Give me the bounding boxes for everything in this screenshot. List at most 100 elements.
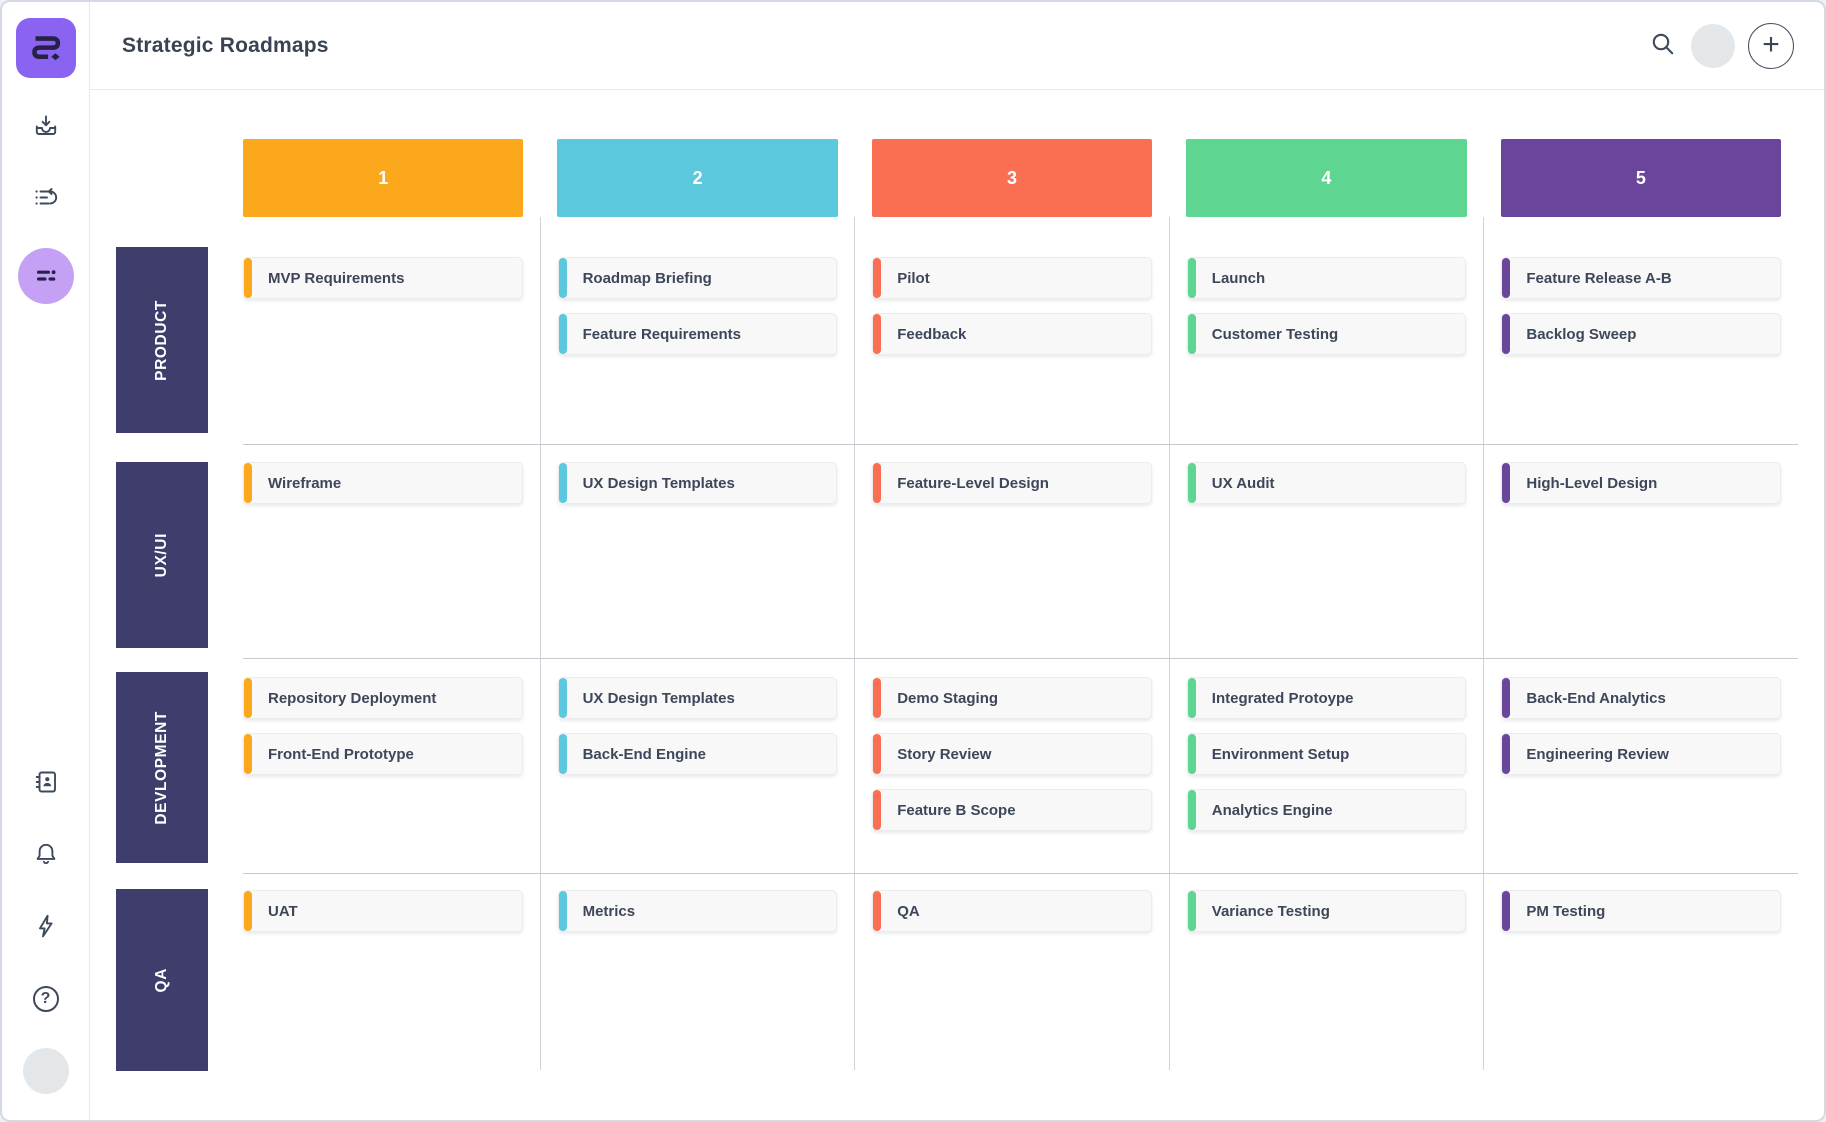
sidebar-item-import[interactable] <box>23 104 69 150</box>
sidebar-item-activity[interactable] <box>23 904 69 950</box>
column-header-1[interactable]: 1 <box>243 139 524 217</box>
item-accent-bar <box>558 678 567 718</box>
sidebar-item-backlog[interactable] <box>23 176 69 222</box>
roadmap-item-card[interactable]: Metrics <box>557 890 838 932</box>
roadmap-item-card[interactable]: Demo Staging <box>872 677 1152 719</box>
search-icon <box>1648 29 1678 62</box>
roadmap-item-card[interactable]: Backlog Sweep <box>1501 313 1781 355</box>
roadmap-item-card[interactable]: QA <box>872 890 1152 932</box>
board-cell: PM Testing <box>1483 873 1798 1070</box>
column-header-3[interactable]: 3 <box>871 139 1153 217</box>
item-title: Feedback <box>897 325 967 343</box>
board-cell: Repository Deployment Front-End Prototype <box>226 658 540 873</box>
roadmap-item-card[interactable]: Feature Release A-B <box>1501 257 1781 299</box>
app-logo[interactable] <box>15 18 76 78</box>
roadmap-item-card[interactable]: Engineering Review <box>1501 733 1781 775</box>
search-button[interactable] <box>1648 29 1678 62</box>
item-title: High-Level Design <box>1526 474 1658 492</box>
roadmap-item-card[interactable]: High-Level Design <box>1501 462 1781 504</box>
item-title: UX Audit <box>1211 474 1275 492</box>
row-cells: UAT Metrics QA Variance Testing PM Testing <box>226 873 1798 1070</box>
sidebar-item-roadmap-view[interactable] <box>17 248 74 304</box>
board-cell: High-Level Design <box>1483 444 1798 658</box>
swimlane-row: QA UAT Metrics QA Variance Testing PM Testing <box>116 873 1798 1071</box>
roadmap-item-card[interactable]: UAT <box>243 890 523 932</box>
roadmap-item-card[interactable]: UX Design Templates <box>557 462 838 504</box>
sidebar-item-contacts[interactable] <box>23 760 69 806</box>
roadmap-item-card[interactable]: Launch <box>1186 257 1467 299</box>
column-header-label: 3 <box>1007 167 1018 188</box>
roadmap-item-card[interactable]: UX Audit <box>1186 462 1467 504</box>
row-cells: Wireframe UX Design Templates Feature-Leve… <box>226 444 1798 658</box>
board-cell: UX Design Templates Back-End Engine <box>539 658 855 873</box>
user-avatar[interactable] <box>1691 23 1735 68</box>
item-accent-bar <box>873 314 882 354</box>
roadmap-item-card[interactable]: Repository Deployment <box>243 677 523 719</box>
row-label-text: PRODUCT <box>153 299 170 381</box>
sidebar-item-help[interactable]: ? <box>23 976 69 1022</box>
item-title: Front-End Prototype <box>268 745 414 763</box>
column-header-slot: 5 <box>1484 139 1798 217</box>
roadmap-item-card[interactable]: Feature B Scope <box>872 789 1152 831</box>
item-title: Feature-Level Design <box>897 474 1049 492</box>
board-cell: UAT <box>226 873 540 1070</box>
column-header-slot: 1 <box>226 139 540 217</box>
roadmap-item-card[interactable]: Back-End Analytics <box>1501 677 1781 719</box>
help-circle-icon: ? <box>32 986 59 1012</box>
item-accent-bar <box>1187 891 1196 931</box>
swimlane-row: DEVLOPMENT Repository Deployment Front-End… <box>116 658 1798 873</box>
lightning-icon <box>32 912 60 943</box>
item-accent-bar <box>1502 258 1511 298</box>
row-label-qa[interactable]: QA <box>116 889 208 1071</box>
roadmap-item-card[interactable]: Feedback <box>872 313 1152 355</box>
roadmap-item-card[interactable]: MVP Requirements <box>243 257 523 299</box>
roadmap-swimlane-board: 1 2 3 4 5 PRODUCT MVP Requirements Roadmap Brie… <box>116 139 1798 1120</box>
roadmap-item-card[interactable]: Back-End Engine <box>557 733 838 775</box>
roadmap-item-card[interactable]: Variance Testing <box>1186 890 1467 932</box>
item-accent-bar <box>1187 734 1196 774</box>
swimlane-row: UX/UI Wireframe UX Design Templates Feature… <box>116 444 1798 658</box>
item-accent-bar <box>1187 678 1196 718</box>
roadmap-item-card[interactable]: Feature Requirements <box>557 313 838 355</box>
roadmap-item-card[interactable]: Front-End Prototype <box>243 733 523 775</box>
sidebar-avatar[interactable] <box>22 1048 69 1094</box>
swimlane-icon <box>32 261 60 292</box>
row-label-ux-ui[interactable]: UX/UI <box>116 462 208 648</box>
column-header-5[interactable]: 5 <box>1500 139 1782 217</box>
roadmap-item-card[interactable]: Feature-Level Design <box>872 462 1152 504</box>
roadmap-item-card[interactable]: Roadmap Briefing <box>557 257 838 299</box>
sidebar-nav-bottom: ? <box>22 760 69 1120</box>
roadmap-item-card[interactable]: Integrated Protoype <box>1186 677 1467 719</box>
column-header-label: 4 <box>1321 167 1332 188</box>
item-accent-bar <box>873 463 882 503</box>
row-label-product[interactable]: PRODUCT <box>116 247 208 433</box>
sidebar-nav-top <box>17 104 74 304</box>
board-cell: UX Audit <box>1168 444 1484 658</box>
roadmap-item-card[interactable]: Wireframe <box>243 462 523 504</box>
top-bar: Strategic Roadmaps + <box>90 2 1824 90</box>
roadmap-item-card[interactable]: Story Review <box>872 733 1152 775</box>
item-title: Analytics Engine <box>1211 801 1333 819</box>
roadmap-item-card[interactable]: Environment Setup <box>1186 733 1467 775</box>
plus-icon: + <box>1762 27 1780 61</box>
column-header-4[interactable]: 4 <box>1186 139 1467 217</box>
add-button[interactable]: + <box>1748 22 1794 69</box>
main-area: Strategic Roadmaps + 1 2 3 4 5 PRODUCT MVP Req… <box>90 2 1824 1120</box>
item-accent-bar <box>1502 463 1511 503</box>
roadmunk-logo-icon <box>31 36 60 61</box>
roadmap-item-card[interactable]: Pilot <box>872 257 1152 299</box>
item-title: Wireframe <box>268 474 342 492</box>
sidebar-item-notifications[interactable] <box>23 832 69 878</box>
roadmap-item-card[interactable]: Analytics Engine <box>1186 789 1467 831</box>
item-accent-bar <box>1502 678 1511 718</box>
item-title: Environment Setup <box>1211 745 1350 763</box>
column-header-2[interactable]: 2 <box>557 139 838 217</box>
roadmap-item-card[interactable]: PM Testing <box>1501 890 1781 932</box>
row-label-devlopment[interactable]: DEVLOPMENT <box>116 672 208 863</box>
item-accent-bar <box>558 258 567 298</box>
roadmap-item-card[interactable]: UX Design Templates <box>557 677 838 719</box>
item-accent-bar <box>558 314 567 354</box>
roadmap-item-card[interactable]: Customer Testing <box>1186 313 1467 355</box>
item-accent-bar <box>873 734 882 774</box>
item-accent-bar <box>873 891 882 931</box>
